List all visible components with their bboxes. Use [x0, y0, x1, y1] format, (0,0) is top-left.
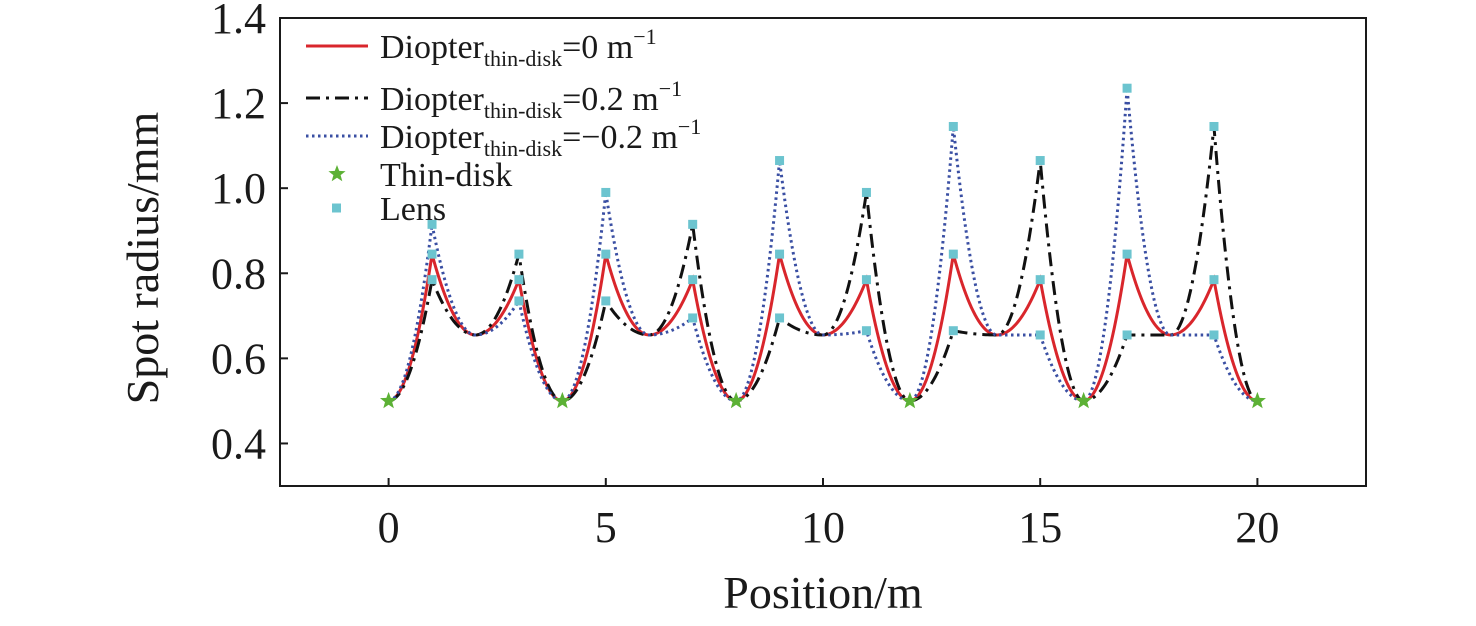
y-tick-label: 0.6: [211, 334, 266, 383]
lens-marker: [1122, 249, 1132, 259]
lens-marker: [775, 313, 785, 323]
y-axis-label: Spot radius/mm: [117, 111, 168, 404]
legend-label-marker: Lens: [380, 191, 446, 228]
lens-marker: [861, 326, 871, 336]
thin-disk-marker: [901, 391, 919, 409]
legend-label-marker: Thin-disk: [380, 157, 512, 194]
lens-marker: [775, 249, 785, 259]
y-axis-ticks: 0.4 0.6 0.8 1.0 1.2 1.4: [211, 0, 288, 468]
lens-marker: [1122, 83, 1132, 93]
lens-marker: [427, 249, 437, 259]
legend-label-suffix: =0 m: [562, 29, 633, 66]
lens-marker: [601, 296, 611, 306]
lens-marker: [514, 249, 524, 259]
legend-label-1: Diopterthin-disk=0 m−1: [380, 24, 657, 71]
lens-marker: [775, 156, 785, 166]
lens-marker: [948, 121, 958, 131]
legend-label-subscript: thin-disk: [484, 46, 562, 71]
thin-disk-marker: [1248, 391, 1266, 409]
lens-marker: [1035, 275, 1045, 285]
series-line-3: [388, 88, 1258, 403]
lens-marker: [1209, 330, 1219, 340]
thin-disk-marker: [1075, 391, 1093, 409]
legend-label-suffix: =0.2 m: [562, 81, 659, 118]
lens-marker: [861, 275, 871, 285]
lens-marker: [427, 219, 437, 229]
series-curves: [388, 88, 1258, 403]
legend-swatch-thin-disk: [328, 165, 346, 182]
legend-swatch-lens: [332, 203, 341, 213]
legend-label-subscript: thin-disk: [484, 136, 562, 161]
lens-marker: [688, 275, 698, 285]
lens-marker: [1122, 330, 1132, 340]
lens-marker: [601, 187, 611, 197]
lens-marker: [688, 219, 698, 229]
lens-marker: [1209, 275, 1219, 285]
lens-marker: [861, 187, 871, 197]
legend-label-3: Diopterthin-disk=−0.2 m−1: [380, 114, 701, 161]
legend: Diopterthin-disk=0 m−1Diopterthin-disk=0…: [306, 24, 701, 228]
lens-marker: [1035, 330, 1045, 340]
x-tick-label: 5: [595, 503, 617, 552]
legend-label-main: Diopter: [380, 81, 485, 118]
y-tick-label: 1.4: [211, 0, 266, 43]
thin-disk-marker: [380, 391, 398, 409]
lens-marker: [1209, 121, 1219, 131]
lens-marker: [514, 275, 524, 285]
y-tick-label: 1.2: [211, 79, 266, 128]
legend-label-superscript: −1: [678, 114, 701, 139]
x-tick-label: 0: [378, 503, 400, 552]
legend-label-main: Diopter: [380, 29, 485, 66]
x-tick-label: 15: [1018, 503, 1062, 552]
lens-marker: [514, 296, 524, 306]
x-axis-ticks: 0 5 10 15 20: [378, 478, 1279, 552]
x-axis-label: Position/m: [723, 567, 923, 618]
thin-disk-marker: [553, 391, 571, 409]
legend-label-superscript: −1: [659, 76, 682, 101]
lens-marker: [601, 249, 611, 259]
legend-label-main: Diopter: [380, 119, 485, 156]
lens-marker: [427, 275, 437, 285]
y-tick-label: 0.4: [211, 419, 266, 468]
lens-marker: [948, 326, 958, 336]
lens-marker: [1035, 156, 1045, 166]
y-tick-label: 0.8: [211, 249, 266, 298]
data-markers: [380, 83, 1266, 409]
lens-marker: [948, 249, 958, 259]
legend-label-suffix: =−0.2 m: [562, 119, 678, 156]
lens-marker: [688, 313, 698, 323]
legend-label-2: Diopterthin-disk=0.2 m−1: [380, 76, 682, 123]
thin-disk-marker: [727, 391, 745, 409]
legend-label-subscript: thin-disk: [484, 98, 562, 123]
x-tick-label: 10: [801, 503, 845, 552]
x-tick-label: 20: [1235, 503, 1279, 552]
legend-label-superscript: −1: [633, 24, 656, 49]
y-tick-label: 1.0: [211, 164, 266, 213]
